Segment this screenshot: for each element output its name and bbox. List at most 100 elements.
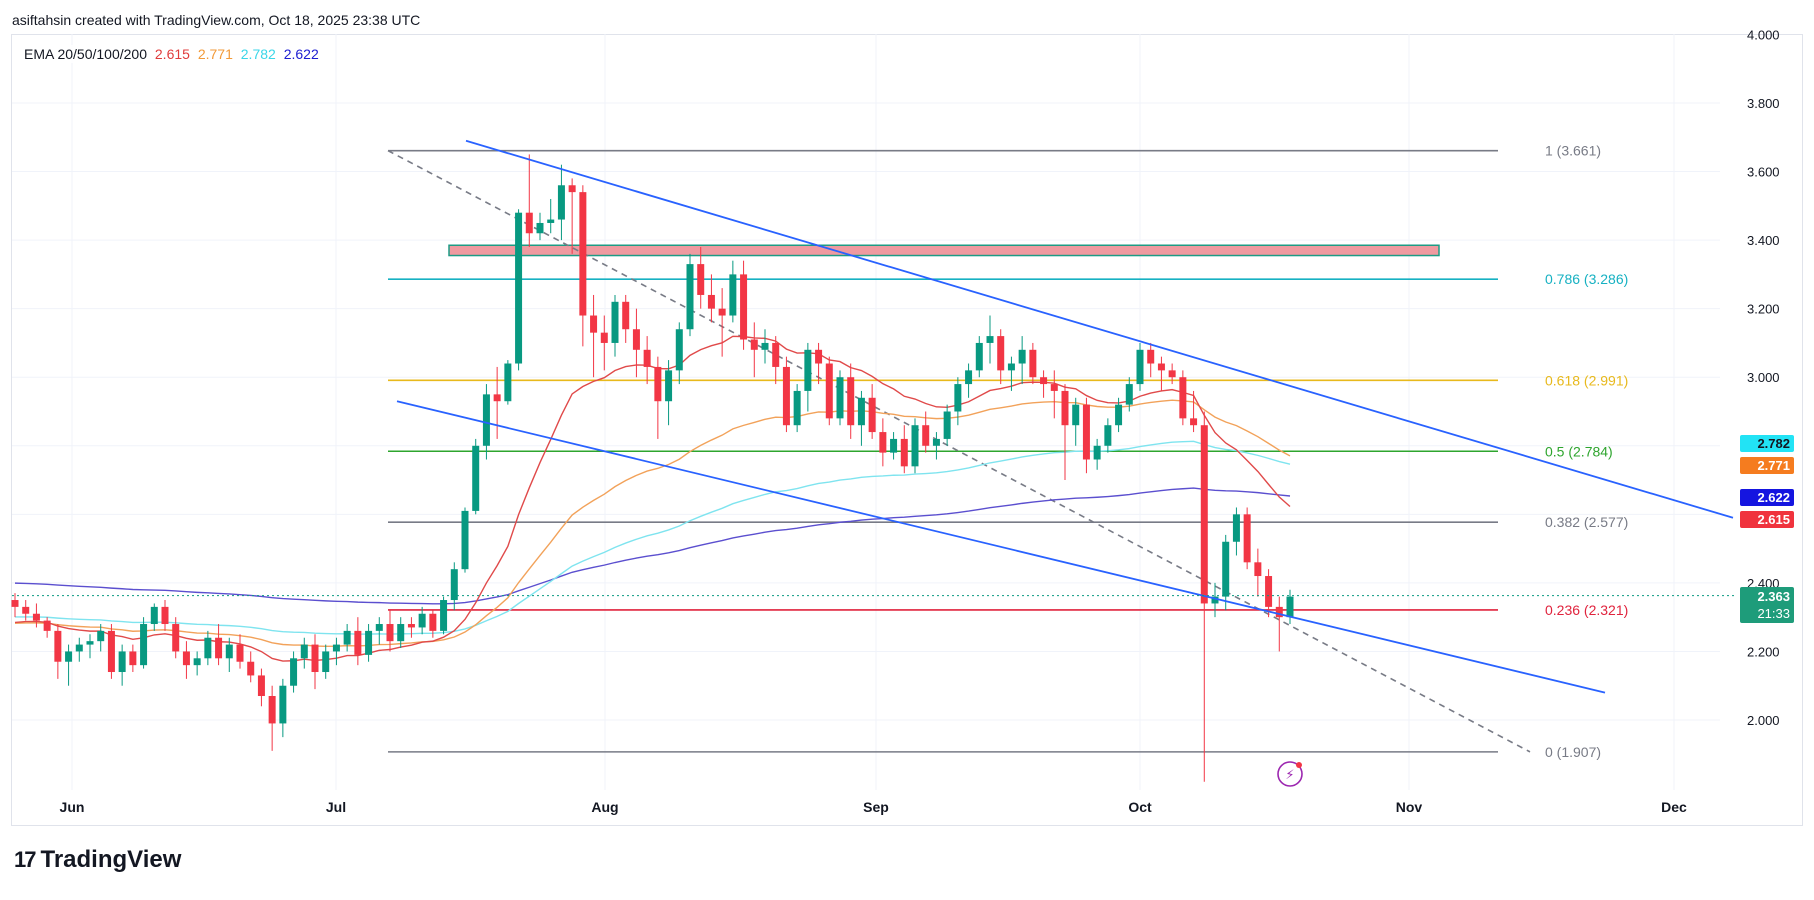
candle-body[interactable] [1254, 562, 1262, 577]
candle-body[interactable] [740, 274, 748, 340]
candle-body[interactable] [107, 630, 115, 673]
candle-body[interactable] [654, 366, 662, 402]
candle-body[interactable] [65, 651, 73, 662]
candle-body[interactable] [322, 651, 330, 673]
candle-body[interactable] [129, 651, 137, 666]
candle-body[interactable] [279, 685, 287, 724]
candle-body[interactable] [857, 397, 865, 426]
candle-body[interactable] [32, 613, 40, 621]
candle-body[interactable] [75, 644, 83, 652]
candle-body[interactable] [750, 339, 758, 350]
candle-body[interactable] [1211, 596, 1219, 604]
candle-body[interactable] [1050, 384, 1058, 391]
candle-body[interactable] [793, 390, 801, 426]
candle-body[interactable] [986, 336, 994, 343]
candle-body[interactable] [804, 349, 812, 391]
lightning-icon[interactable] [1277, 761, 1303, 787]
candle-body[interactable] [1200, 425, 1208, 604]
candle-body[interactable] [911, 425, 919, 467]
candle-body[interactable] [204, 637, 212, 659]
candle-body[interactable] [1040, 377, 1048, 385]
candle-body[interactable] [1147, 349, 1155, 364]
candle-body[interactable] [697, 264, 705, 295]
candle-body[interactable] [375, 624, 383, 631]
candle-body[interactable] [1179, 377, 1187, 419]
candle-body[interactable] [900, 438, 908, 467]
candle-body[interactable] [1168, 370, 1176, 378]
candle-body[interactable] [215, 637, 223, 659]
candle-body[interactable] [1232, 514, 1240, 542]
candle-body[interactable] [1029, 349, 1037, 378]
candle-body[interactable] [386, 624, 394, 642]
candle-body[interactable] [365, 630, 373, 655]
candle-body[interactable] [579, 192, 587, 316]
candle-body[interactable] [22, 606, 30, 614]
candle-body[interactable] [472, 445, 480, 511]
candle-body[interactable] [118, 651, 126, 673]
candle-body[interactable] [461, 510, 469, 570]
candle-body[interactable] [815, 349, 823, 364]
candle-body[interactable] [290, 658, 298, 686]
candle-body[interactable] [418, 613, 426, 628]
candle-body[interactable] [247, 661, 255, 676]
upper-trend-line[interactable] [465, 139, 1734, 519]
ema-legend[interactable]: EMA 20/50/100/200 2.615 2.771 2.782 2.62… [22, 45, 325, 63]
candle-body[interactable] [504, 363, 512, 402]
candle-body[interactable] [1082, 404, 1090, 460]
candle-body[interactable] [847, 377, 855, 426]
candle-body[interactable] [1265, 576, 1273, 607]
candle-body[interactable] [675, 329, 683, 371]
candle-body[interactable] [1190, 418, 1198, 426]
candle-body[interactable] [932, 438, 940, 446]
candle-body[interactable] [1061, 390, 1069, 426]
candle-body[interactable] [632, 329, 640, 350]
candle-body[interactable] [879, 432, 887, 453]
candle-body[interactable] [1018, 349, 1026, 364]
candle-body[interactable] [97, 630, 105, 642]
candle-body[interactable] [268, 696, 276, 724]
candle-body[interactable] [643, 349, 651, 367]
candle-body[interactable] [1286, 596, 1294, 618]
candle-body[interactable] [729, 274, 737, 316]
candle-body[interactable] [772, 342, 780, 367]
candle-body[interactable] [686, 264, 694, 330]
candle-body[interactable] [1243, 514, 1251, 563]
candle-body[interactable] [54, 630, 62, 662]
candle-body[interactable] [236, 644, 244, 662]
candle-body[interactable] [193, 658, 201, 666]
candle-body[interactable] [525, 212, 533, 234]
candle-body[interactable] [493, 394, 501, 402]
candle-body[interactable] [547, 219, 555, 223]
candle-body[interactable] [354, 630, 362, 655]
candle-body[interactable] [182, 651, 190, 666]
candle-body[interactable] [954, 384, 962, 412]
candle-body[interactable] [922, 425, 930, 446]
resistance-zone-rect[interactable] [448, 244, 1440, 257]
candle-body[interactable] [536, 222, 544, 234]
candle-body[interactable] [997, 336, 1005, 371]
candle-body[interactable] [257, 675, 265, 697]
candle-body[interactable] [343, 630, 351, 645]
candle-body[interactable] [622, 301, 630, 330]
candle-body[interactable] [300, 644, 308, 659]
candle-body[interactable] [172, 624, 180, 652]
candle-body[interactable] [1222, 541, 1230, 597]
candle-body[interactable] [590, 315, 598, 333]
candle-body[interactable] [1093, 445, 1101, 460]
candle-body[interactable] [600, 332, 608, 343]
candle-body[interactable] [450, 569, 458, 601]
candle-body[interactable] [429, 613, 437, 631]
candle-body[interactable] [11, 600, 19, 607]
candle-body[interactable] [557, 185, 565, 220]
candle-body[interactable] [611, 301, 619, 343]
candle-body[interactable] [568, 185, 576, 193]
candle-body[interactable] [407, 624, 415, 628]
candle-body[interactable] [150, 606, 158, 625]
candle-body[interactable] [225, 644, 233, 659]
candle-body[interactable] [140, 624, 148, 666]
candle-body[interactable] [718, 308, 726, 316]
candle-body[interactable] [1104, 425, 1112, 446]
candle-body[interactable] [761, 342, 769, 350]
candle-body[interactable] [397, 624, 405, 642]
